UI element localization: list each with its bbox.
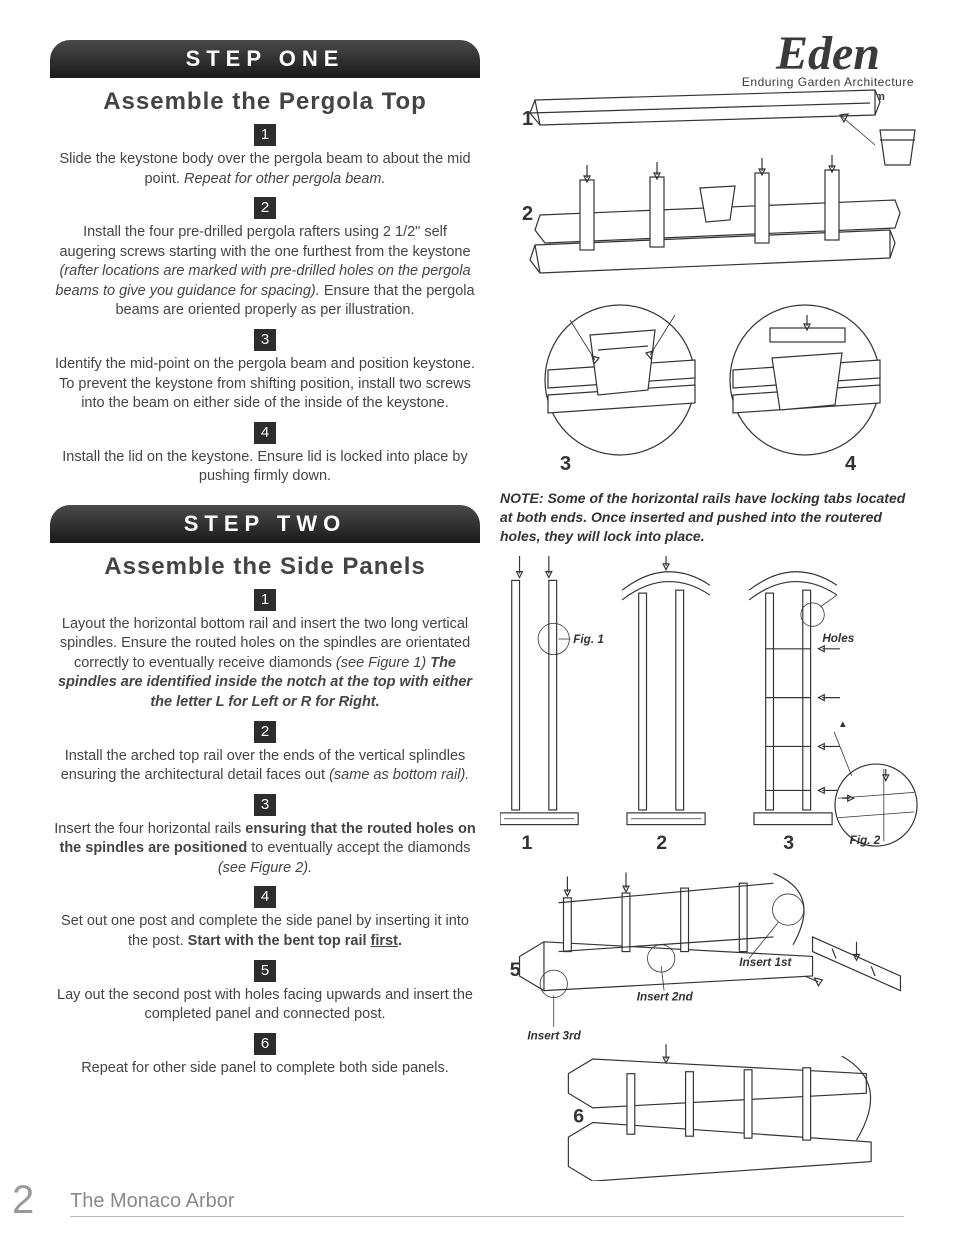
step-two-badge-3: 3: [254, 794, 276, 816]
step-one-badge-4: 4: [254, 422, 276, 444]
step-one-text-2: Install the four pre-drilled pergola raf…: [50, 223, 480, 321]
step-two-badge-1: 1: [254, 589, 276, 611]
footer-title: The Monaco Arbor: [70, 1190, 235, 1213]
step-two-text-5: Lay out the second post with holes facin…: [50, 986, 480, 1025]
pergola-diagram: 1 2: [500, 70, 920, 470]
instructions-column: STEP ONE Assemble the Pergola Top 1 Slid…: [50, 40, 480, 1078]
locking-note: NOTE: Some of the horizontal rails have …: [500, 489, 920, 546]
step-two-text-6: Repeat for other side panel to complete …: [50, 1059, 480, 1079]
diagram-label-3: 3: [560, 453, 571, 470]
insert3-label: Insert 3rd: [527, 1029, 581, 1042]
diagram-label-2: 2: [522, 203, 533, 225]
step-one-badge-2: 2: [254, 197, 276, 219]
step-two-badge-6: 6: [254, 1033, 276, 1055]
step-one-badge-3: 3: [254, 329, 276, 351]
insert2-label: Insert 2nd: [637, 990, 694, 1003]
insert1-label: Insert 1st: [739, 956, 792, 969]
step-two-text-1: Layout the horizontal bottom rail and in…: [50, 615, 480, 713]
panel-label-2: 2: [656, 832, 667, 854]
brand-name: Eden: [742, 35, 914, 73]
panel-label-6: 6: [573, 1105, 584, 1127]
side-panel-diagram: 1 Fig. 1 2: [500, 556, 920, 1181]
step-two-title: Assemble the Side Panels: [50, 553, 480, 581]
step-two-text-4: Set out one post and complete the side p…: [50, 912, 480, 951]
step-two-badge-2: 2: [254, 721, 276, 743]
svg-text:▲: ▲: [838, 719, 848, 730]
step-two-banner: STEP TWO: [50, 505, 480, 543]
step-one-badge-1: 1: [254, 124, 276, 146]
panel-label-3: 3: [783, 832, 794, 854]
diagram-label-4: 4: [845, 453, 857, 470]
page-footer: 2 The Monaco Arbor: [0, 1216, 954, 1217]
step-two-badge-4: 4: [254, 886, 276, 908]
step-two-badge-5: 5: [254, 960, 276, 982]
diagrams-column: 1 2: [500, 70, 920, 1186]
step-one-title: Assemble the Pergola Top: [50, 88, 480, 116]
step-one-text-3: Identify the mid-point on the pergola be…: [50, 355, 480, 414]
holes-label: Holes: [822, 632, 854, 645]
page-number: 2: [12, 1178, 34, 1223]
step-one-text-1: Slide the keystone body over the pergola…: [50, 150, 480, 189]
fig1-label: Fig. 1: [573, 633, 604, 646]
step-two-text-2: Install the arched top rail over the end…: [50, 747, 480, 786]
panel-label-1: 1: [521, 832, 532, 854]
fig2-label: Fig. 2: [850, 834, 881, 847]
step-one-text-4: Install the lid on the keystone. Ensure …: [50, 448, 480, 487]
step-one-banner: STEP ONE: [50, 40, 480, 78]
step-two-text-3: Insert the four horizontal rails ensurin…: [50, 820, 480, 879]
